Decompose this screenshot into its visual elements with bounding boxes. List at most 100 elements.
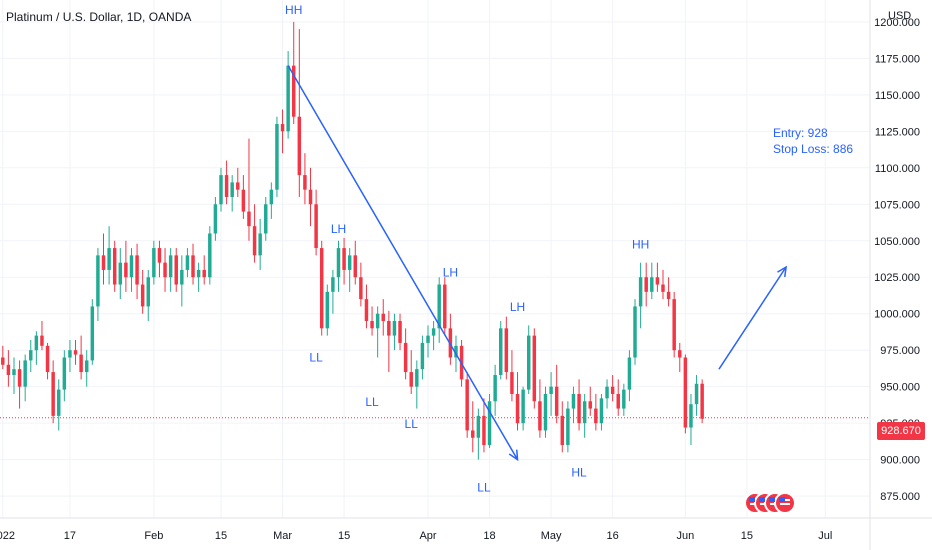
date-tick-label: 16 [607,530,619,542]
date-tick-label: Feb [144,530,163,542]
candle-body [17,369,22,387]
candle-body [689,404,693,428]
candle-body [588,401,592,409]
candle-body [163,262,167,278]
candle-body [107,248,111,270]
candle-body [342,248,346,270]
candle-body [700,383,704,419]
candle-body [174,255,178,285]
price-tick-label: 1050.000 [874,236,920,248]
price-tick-label: 1125.000 [875,126,920,138]
candle-body [29,350,33,361]
swing-label: LH [510,300,525,314]
candle-body [353,255,358,278]
candle-body [180,269,184,285]
candle-body [403,342,408,373]
candle-body [392,321,397,336]
date-tick-label: 15 [215,530,227,542]
candle-body [443,284,447,329]
candle-body [90,306,95,361]
candle-body [437,284,441,329]
date-tick-label: 17 [64,530,76,542]
candle-body [291,65,296,117]
swing-label: HH [285,3,302,17]
entry-note: Entry: 928 [773,126,828,140]
date-tick-label: 2022 [0,530,15,542]
price-tick-label: 950.000 [880,382,920,394]
candle-body [84,360,89,373]
date-tick-label: 15 [338,530,350,542]
candle-body [12,369,16,376]
price-tick-label: 1150.000 [875,90,920,102]
candle-body [191,255,195,278]
candle-body [661,284,665,292]
candle-body [336,248,341,278]
candle-body [140,284,145,307]
price-tick-label: 900.000 [880,455,920,467]
candle-body [325,291,330,329]
candle-body [73,350,78,355]
candle-body [655,277,660,285]
trend-drawings [287,65,788,462]
candle-body [582,401,587,424]
swing-labels: HH LL LH LL LL LH LH LL HL HH [285,3,649,495]
chart-title: Platinum / U.S. Dollar, 1D, OANDA [6,10,192,24]
candle-body [124,262,128,278]
candle-body [314,204,318,249]
candle-body [678,350,682,358]
date-tick-label: 18 [483,530,495,542]
candlestick-series [1,21,704,460]
candle-body [219,175,223,205]
candle-body [694,383,699,405]
candle-body [482,415,486,446]
candle-body [40,335,44,346]
candle-body [554,386,559,416]
candle-body [499,328,503,376]
economic-events[interactable] [744,492,796,518]
candle-body [303,175,307,190]
candle-body [610,386,615,394]
price-tick-label: 975.000 [880,345,920,357]
candle-body [68,350,72,358]
candle-body [280,124,285,132]
candle-body [532,335,537,402]
candle-body [6,364,11,376]
candle-body [258,233,262,256]
candle-body [650,277,654,292]
candle-body [616,393,620,409]
price-tick-label: 1025.000 [874,272,920,284]
candle-body [347,255,352,270]
swing-label: LL [365,395,379,409]
swing-label: HL [571,465,587,479]
candle-body [521,389,525,424]
candle-body [213,204,218,234]
candle-body [57,389,61,416]
candle-body [264,204,268,234]
candle-body [319,248,324,329]
time-axis[interactable]: 2022 17 Feb 15 Mar 15 Apr 18 May 16 Jun 15 Jul [0,530,832,542]
candle-body [493,375,497,402]
candle-body [381,313,385,322]
candle-body [297,116,302,176]
date-tick-label: Apr [419,530,436,542]
candle-body [543,393,548,431]
candle-body [23,360,27,387]
candle-body [471,430,475,438]
candle-body [236,182,240,190]
candle-body [454,345,458,358]
swing-label: LL [309,351,323,365]
candle-body [599,398,604,424]
price-axis[interactable]: 875.000900.000925.000950.000975.0001000.… [874,17,920,503]
stop-loss-note: Stop Loss: 886 [773,142,854,156]
date-tick-label: Jul [818,530,832,542]
candle-body [168,255,173,278]
candle-body [308,189,313,205]
date-tick-label: May [541,530,562,542]
candle-body [370,321,374,329]
candle-body [594,408,598,424]
currency-label: USD [888,10,912,22]
candle-body [605,386,609,399]
us-flag-icon[interactable] [774,492,796,514]
candle-body [476,415,481,438]
